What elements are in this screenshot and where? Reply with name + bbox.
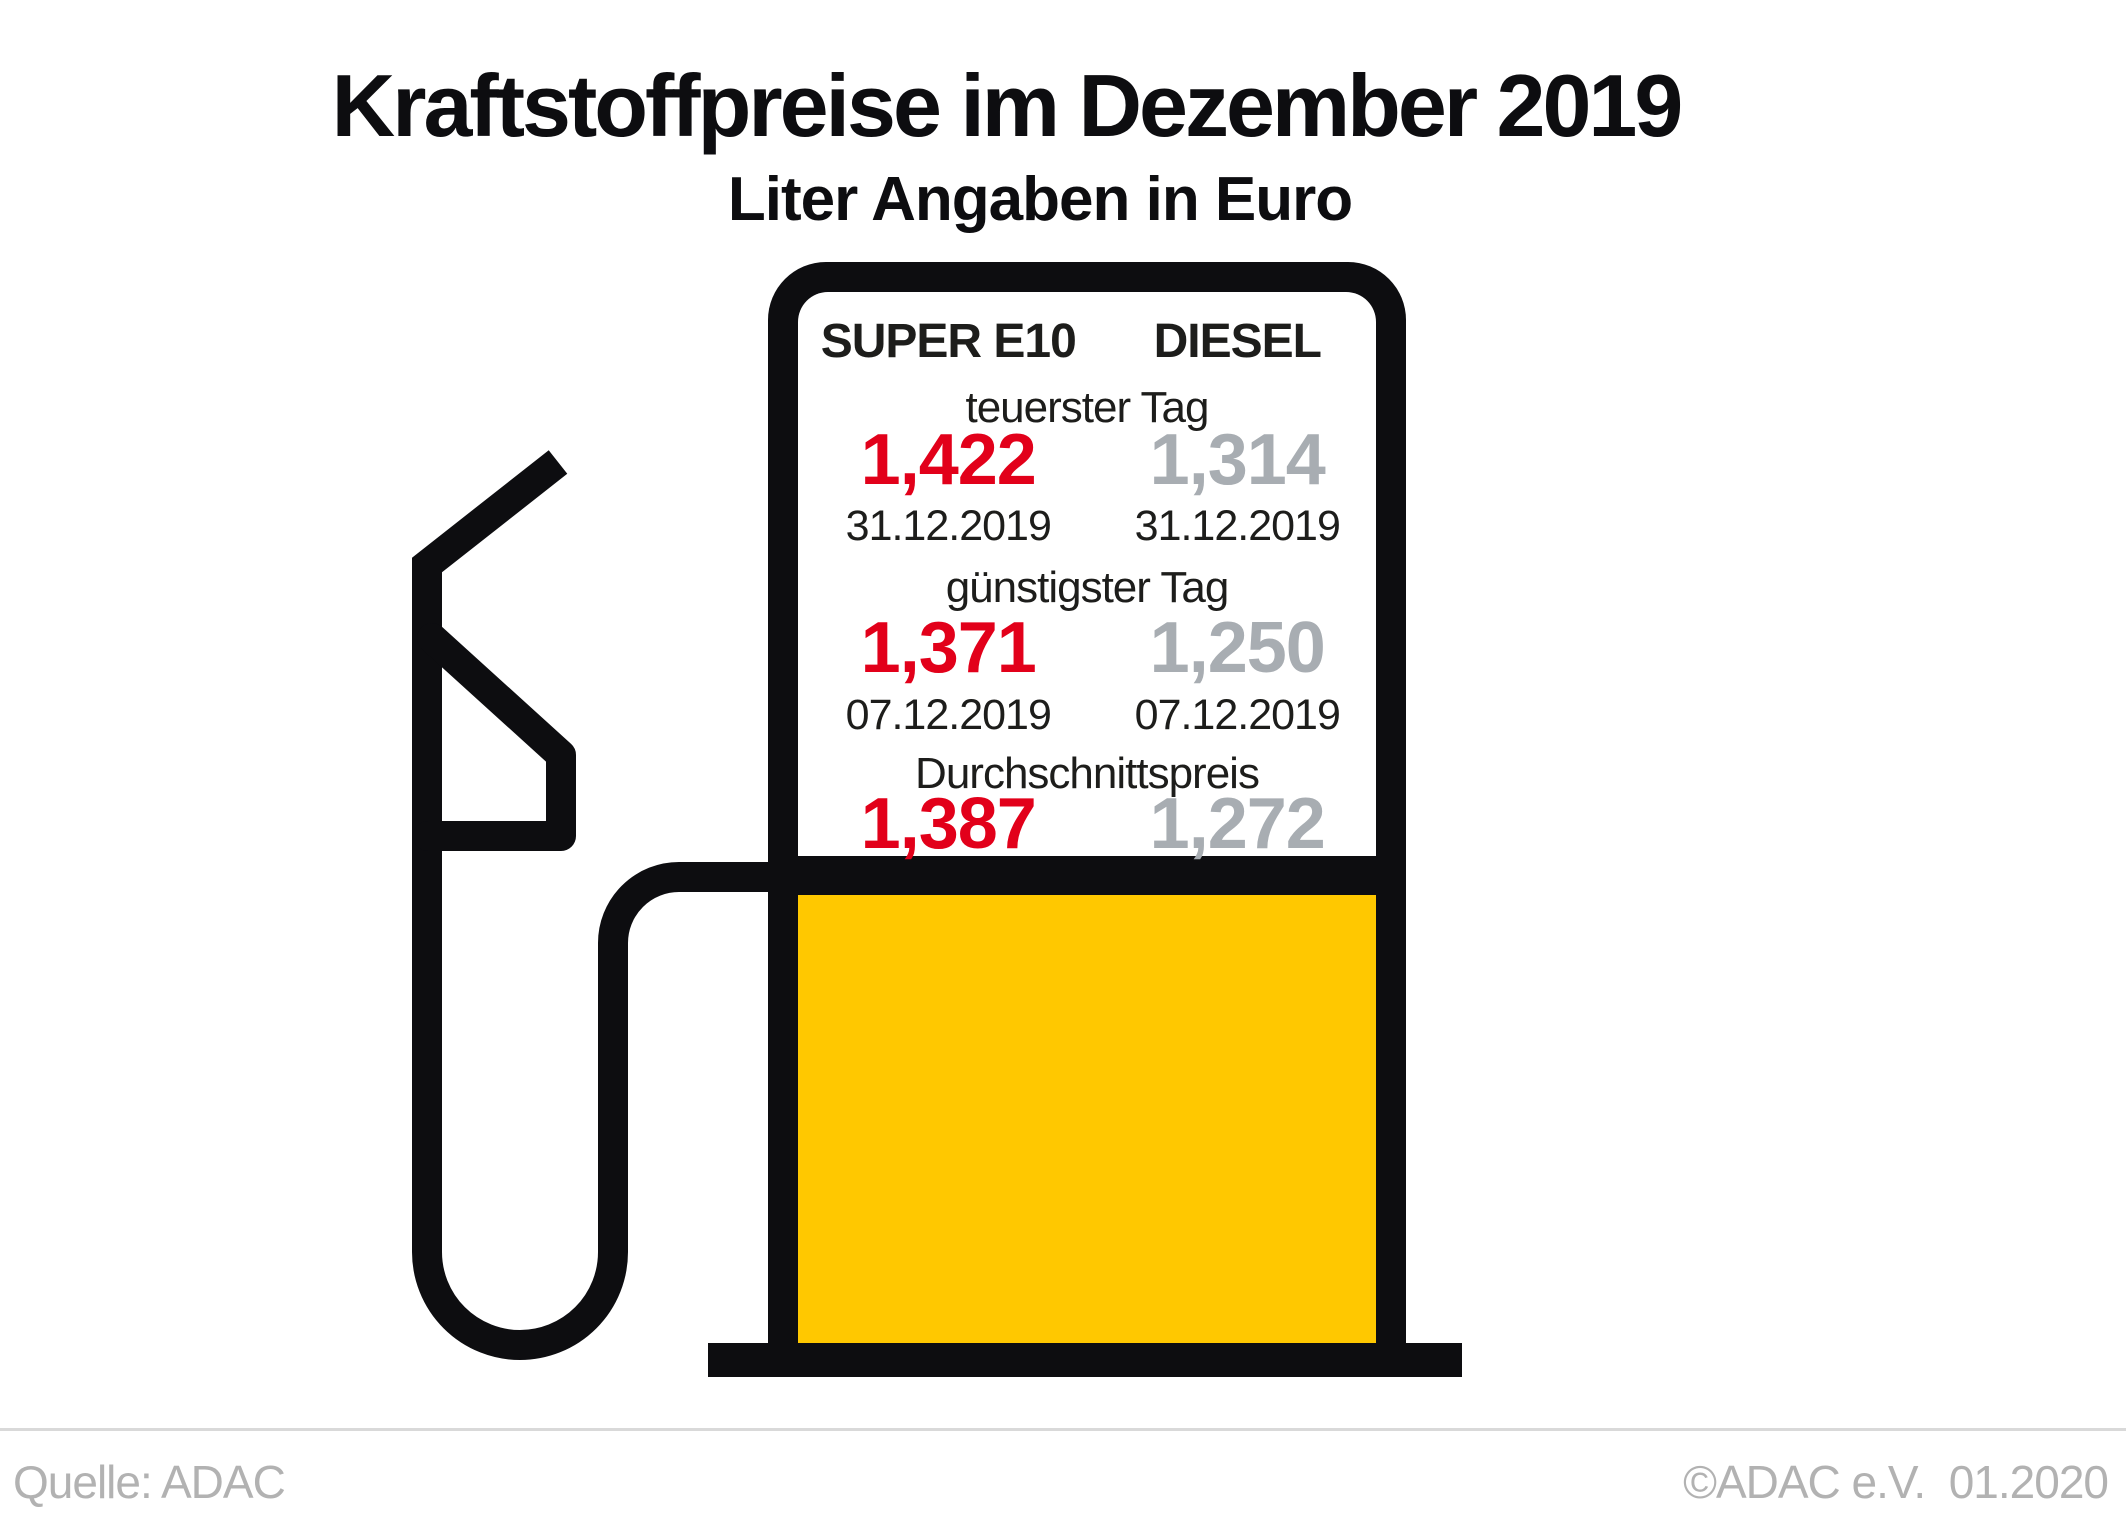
- column-header-diesel: DIESEL: [1153, 315, 1322, 368]
- column-headers: SUPER E10 DIESEL: [798, 318, 1376, 366]
- prices-most-expensive: 1,422 1,314: [798, 424, 1376, 496]
- price-super-e10-min: 1,371: [860, 608, 1037, 688]
- dates-cheapest: 07.12.2019 07.12.2019: [798, 694, 1376, 737]
- date-diesel-max: 31.12.2019: [1134, 502, 1341, 550]
- section-label-cheapest: günstigster Tag: [945, 563, 1230, 612]
- prices-cheapest: 1,371 1,250: [798, 612, 1376, 684]
- dates-most-expensive: 31.12.2019 31.12.2019: [798, 505, 1376, 548]
- price-diesel-avg: 1,272: [1149, 784, 1326, 864]
- price-super-e10-max: 1,422: [860, 420, 1037, 500]
- price-diesel-min: 1,250: [1149, 608, 1326, 688]
- page-title: Kraftstoffpreise im Dezember 2019: [331, 56, 1684, 155]
- prices-average: 1,387 1,272: [798, 788, 1376, 860]
- fuel-pump-icon: SUPER E10 DIESEL teuerster Tag 1,422 1,3…: [768, 262, 1406, 1377]
- pump-base: [708, 1343, 1462, 1377]
- price-diesel-max: 1,314: [1149, 420, 1326, 500]
- footer-divider: [0, 1428, 2126, 1431]
- nozzle-handle-path: [413, 623, 576, 851]
- date-super-e10-max: 31.12.2019: [845, 502, 1052, 550]
- page-subtitle: Liter Angaben in Euro: [727, 165, 1353, 234]
- date-diesel-min: 07.12.2019: [1134, 691, 1341, 739]
- pump-display-panel: SUPER E10 DIESEL teuerster Tag 1,422 1,3…: [798, 292, 1376, 861]
- section-label-most-expensive: teuerster Tag: [965, 383, 1209, 432]
- nozzle-hose-path: [412, 450, 806, 1360]
- pump-lower-housing: [798, 895, 1376, 1343]
- footer-source: Quelle: ADAC: [13, 1456, 286, 1508]
- price-super-e10-avg: 1,387: [860, 784, 1037, 864]
- column-header-super-e10: SUPER E10: [820, 315, 1077, 368]
- footer-copyright: ©ADAC e.V. 01.2020: [1683, 1456, 2109, 1508]
- pump-display: SUPER E10 DIESEL teuerster Tag 1,422 1,3…: [798, 292, 1376, 861]
- section-label-average: Durchschnittspreis: [915, 749, 1260, 798]
- date-super-e10-min: 07.12.2019: [845, 691, 1052, 739]
